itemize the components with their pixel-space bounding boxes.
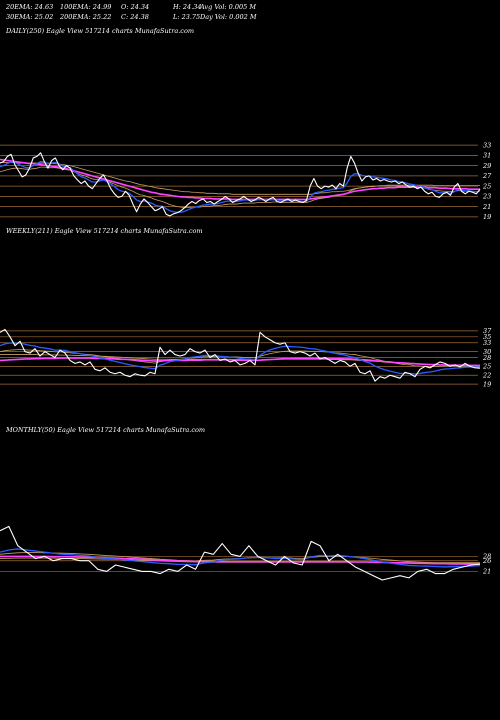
monthly-tick-label: 26: [482, 557, 491, 565]
low-readout: L: 23.75: [173, 13, 201, 21]
ema100-readout: 100EMA: 24.99: [60, 3, 112, 11]
daily-tick-label: 29: [482, 162, 491, 170]
daily-ema-slow-line: [0, 162, 480, 195]
day-vol-readout: Day Vol: 0.002 M: [200, 13, 257, 21]
daily-chart-title: DAILY(250) Eagle View 517214 charts Muna…: [6, 27, 195, 35]
avg-vol-readout: Avg Vol: 0.005 M: [200, 3, 257, 11]
weekly-tick-label: 28: [482, 354, 491, 362]
daily-tick-label: 19: [483, 213, 491, 221]
close-readout: C: 24.38: [121, 13, 149, 21]
daily-tick-label: 21: [482, 203, 491, 211]
daily-tick-label: 25: [482, 182, 491, 190]
ema200-readout: 200EMA: 25.22: [60, 13, 112, 21]
daily-ema-mid-line: [0, 166, 481, 209]
monthly-ema-long-line: [0, 555, 480, 565]
open-readout: O: 24.34: [121, 3, 150, 11]
daily-price-line: [0, 152, 481, 217]
weekly-ema-long-line: [0, 357, 480, 367]
weekly-chart-title: WEEKLY(211) Eagle View 517214 charts Mun…: [6, 227, 203, 235]
daily-tick-label: 27: [482, 172, 492, 180]
weekly-price-line: [0, 328, 481, 382]
weekly-tick-label: 35: [483, 333, 491, 341]
high-readout: H: 24.34: [173, 3, 202, 11]
monthly-chart-title: MONTHLY(50) Eagle View 517214 charts Mun…: [6, 426, 206, 434]
monthly-ema-short-line: [0, 548, 481, 568]
weekly-ema-short-line: [0, 342, 481, 375]
weekly-tick-label: 33: [483, 339, 491, 347]
ema20-readout: 20EMA: 24.63: [6, 3, 54, 11]
ema30-readout: 30EMA: 25.02: [6, 13, 54, 21]
weekly-tick-label: 19: [483, 380, 491, 388]
monthly-price-line: [0, 525, 481, 581]
monthly-tick-label: 21: [482, 568, 491, 576]
daily-tick-label: 23: [482, 193, 491, 201]
daily-ema-short-line: [0, 160, 481, 213]
weekly-tick-label: 30: [483, 348, 491, 356]
weekly-tick-label: 25: [482, 363, 491, 371]
daily-tick-label: 33: [483, 141, 491, 149]
weekly-tick-label: 37: [483, 327, 492, 335]
monthly-tick-label: 28: [482, 553, 491, 561]
daily-tick-label: 31: [483, 152, 491, 160]
weekly-tick-label: 22: [482, 372, 491, 380]
